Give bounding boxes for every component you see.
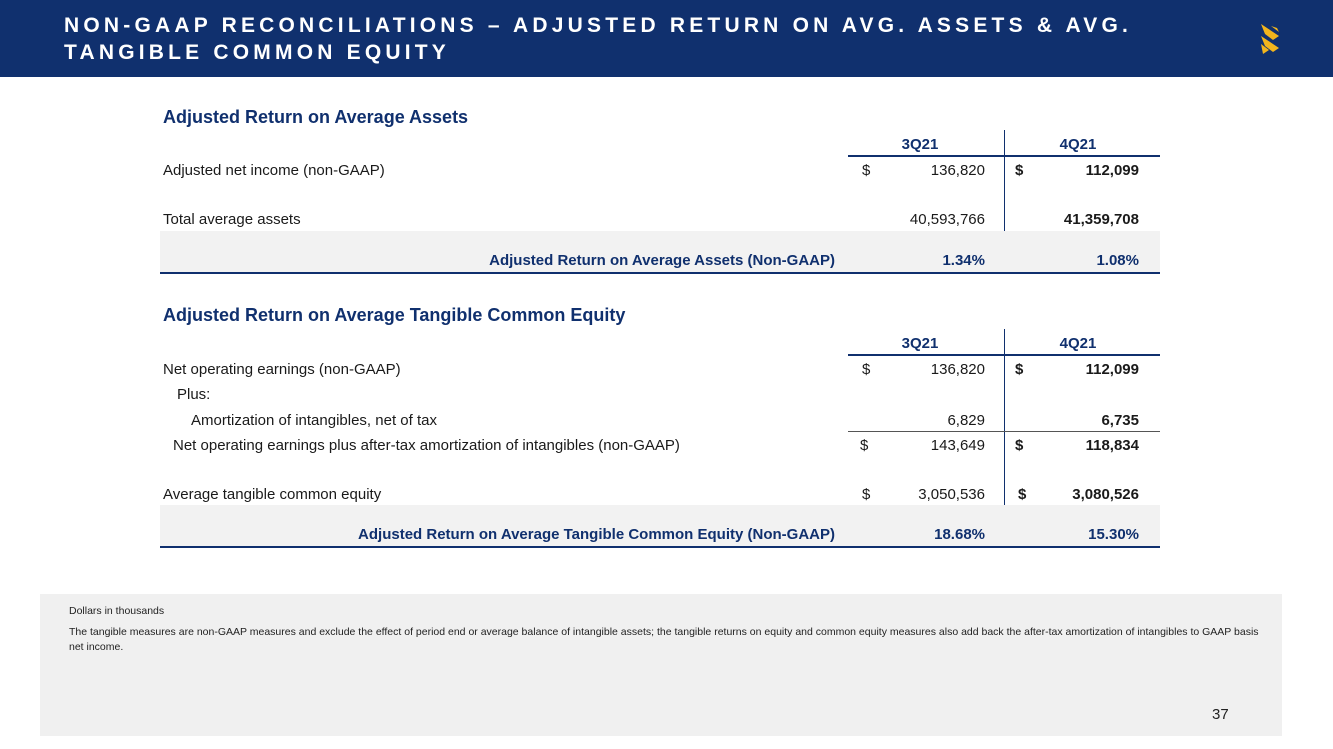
- value-3q21: 40,593,766: [909, 211, 985, 228]
- rotce-total-row: Adjusted Return on Average Tangible Comm…: [160, 523, 1160, 547]
- total-3q21: 1.34%: [942, 252, 985, 269]
- total-4q21: 15.30%: [1088, 526, 1139, 543]
- footnote-units: Dollars in thousands: [69, 605, 165, 617]
- value-3q21: 143,649: [930, 437, 985, 454]
- value-3q21: 3,050,536: [918, 486, 985, 503]
- dollar-sign: $: [1015, 437, 1024, 454]
- value-4q21: 112,099: [1085, 162, 1139, 179]
- dollar-sign: $: [862, 486, 871, 503]
- value-3q21: 6,829: [947, 412, 985, 429]
- total-label: Adjusted Return on Average Assets (Non-G…: [489, 252, 835, 269]
- footnote-text: The tangible measures are non-GAAP measu…: [69, 626, 1259, 653]
- rotce-column-divider: [1004, 329, 1005, 546]
- page-title: NON-GAAP RECONCILIATIONS – ADJUSTED RETU…: [64, 14, 1133, 64]
- total-4q21: 1.08%: [1096, 252, 1139, 269]
- roa-col-4q21: 4Q21: [1059, 136, 1097, 153]
- table-row: Amortization of intangibles, net of tax …: [160, 409, 1160, 433]
- row-label: Net operating earnings (non-GAAP): [163, 361, 401, 378]
- dollar-sign: $: [1018, 486, 1027, 503]
- rotce-col-3q21: 3Q21: [901, 335, 939, 352]
- roa-total-rule: [160, 272, 1160, 274]
- row-label: Net operating earnings plus after-tax am…: [173, 437, 680, 454]
- dollar-sign: $: [862, 162, 871, 179]
- rotce-total-rule: [160, 546, 1160, 548]
- value-4q21: 6,735: [1101, 412, 1139, 429]
- roa-section-title: Adjusted Return on Average Assets: [163, 107, 469, 127]
- row-label: Total average assets: [163, 211, 301, 228]
- brand-s-logo-icon: [1261, 24, 1279, 54]
- table-row: Net operating earnings (non-GAAP) $ 136,…: [160, 358, 1160, 382]
- roa-total-row: Adjusted Return on Average Assets (Non-G…: [160, 249, 1160, 273]
- total-label: Adjusted Return on Average Tangible Comm…: [358, 526, 835, 543]
- table-row: Net operating earnings plus after-tax am…: [160, 434, 1160, 458]
- row-label: Amortization of intangibles, net of tax: [191, 412, 437, 429]
- dollar-sign: $: [1015, 361, 1024, 378]
- dollar-sign: $: [862, 361, 871, 378]
- value-4q21: 118,834: [1085, 437, 1139, 454]
- subtotal-rule: [848, 431, 1160, 432]
- table-row: Total average assets 40,593,766 41,359,7…: [160, 208, 1160, 232]
- row-label: Plus:: [177, 386, 211, 403]
- dollar-sign: $: [1015, 162, 1024, 179]
- roa-column-divider: [1004, 130, 1005, 272]
- rotce-col-4q21: 4Q21: [1059, 335, 1097, 352]
- value-4q21: 112,099: [1085, 361, 1139, 378]
- rotce-section-title: Adjusted Return on Average Tangible Comm…: [163, 305, 626, 325]
- dollar-sign: $: [860, 437, 869, 454]
- value-3q21: 136,820: [930, 162, 985, 179]
- table-row: Average tangible common equity $ 3,050,5…: [160, 483, 1160, 507]
- row-label: Adjusted net income (non-GAAP): [163, 162, 385, 179]
- roa-total-band: [160, 231, 1160, 272]
- rotce-total-band: [160, 505, 1160, 546]
- page-number: 37: [1212, 706, 1229, 723]
- value-4q21: 41,359,708: [1063, 211, 1139, 228]
- value-3q21: 136,820: [930, 361, 985, 378]
- roa-col-3q21: 3Q21: [901, 136, 939, 153]
- table-row: Adjusted net income (non-GAAP) $ 136,820…: [160, 159, 1160, 183]
- header-bar: NON-GAAP RECONCILIATIONS – ADJUSTED RETU…: [0, 0, 1333, 77]
- table-row: Plus:: [160, 383, 1160, 407]
- total-3q21: 18.68%: [934, 526, 985, 543]
- value-4q21: 3,080,526: [1072, 486, 1139, 503]
- row-label: Average tangible common equity: [163, 486, 382, 503]
- footnote-box: Dollars in thousands The tangible measur…: [40, 594, 1282, 736]
